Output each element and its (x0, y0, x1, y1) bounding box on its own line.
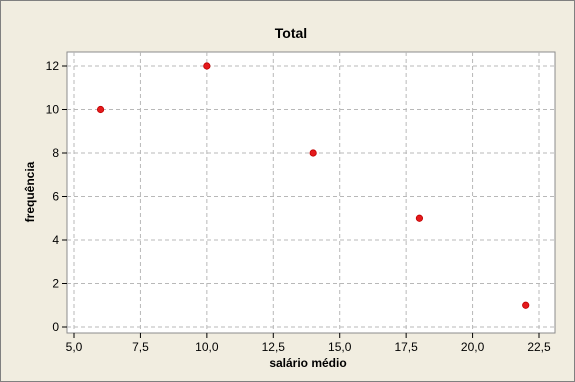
y-tick-label: 12 (46, 59, 60, 73)
x-tick-label: 7,5 (132, 340, 149, 354)
data-points (96, 62, 530, 309)
data-point (415, 214, 424, 222)
y-tick-label: 8 (52, 146, 59, 160)
y-tick-label: 0 (52, 320, 59, 334)
plot-area (66, 51, 556, 334)
x-tick-label: 17,5 (394, 340, 418, 354)
y-tick-label: 4 (52, 233, 59, 247)
y-tick-label: 10 (46, 103, 60, 117)
data-point (203, 62, 211, 70)
x-tick-label: 5,0 (66, 340, 83, 354)
data-point (309, 149, 317, 157)
y-tick-label: 2 (52, 277, 59, 291)
x-tick-label: 22,5 (527, 340, 551, 354)
y-tick-label: 6 (52, 190, 59, 204)
chart-title: Total (275, 25, 307, 41)
data-point (96, 105, 105, 114)
axes: 5,0 7,5 10,0 12,5 15,0 17,5 20,0 22,5 0 2 4 6 8 10 12 (46, 59, 551, 354)
x-tick-label: 15,0 (328, 340, 352, 354)
grid (67, 52, 555, 333)
y-axis-title: frequência (23, 161, 37, 222)
x-axis-title: salário médio (269, 356, 346, 370)
x-tick-label: 12,5 (262, 340, 286, 354)
x-tick-label: 20,0 (461, 340, 485, 354)
data-point (522, 301, 530, 309)
x-tick-label: 10,0 (195, 340, 219, 354)
